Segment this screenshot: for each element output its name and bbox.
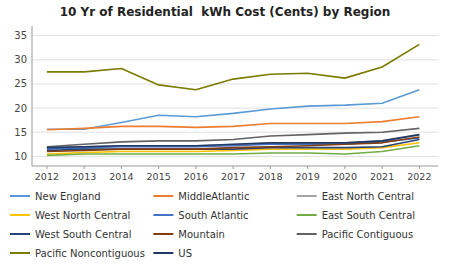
grid-line xyxy=(32,59,438,60)
y-tick-label: 20 xyxy=(14,103,27,114)
grid-line xyxy=(32,83,438,84)
x-tick xyxy=(158,166,159,169)
x-axis-line xyxy=(32,166,438,167)
grid xyxy=(32,36,438,157)
legend-swatch xyxy=(10,252,30,254)
grid-line xyxy=(32,156,438,157)
grid-line xyxy=(32,108,438,109)
series-line xyxy=(47,128,419,146)
x-tick-label: 2021 xyxy=(370,171,394,182)
y-tick-label: 35 xyxy=(14,30,27,41)
x-tick-label: 2017 xyxy=(221,171,245,182)
x-tick-label: 2014 xyxy=(109,171,133,182)
x-tick xyxy=(307,166,308,169)
x-tick xyxy=(233,166,234,169)
series-line xyxy=(47,90,419,130)
y-tick-label: 10 xyxy=(14,151,27,162)
legend-label: Mountain xyxy=(178,229,225,240)
x-tick-label: 2016 xyxy=(184,171,208,182)
legend-label: US xyxy=(178,248,192,259)
x-tick-label: 2015 xyxy=(147,171,171,182)
legend-swatch xyxy=(10,214,30,216)
lines xyxy=(47,44,419,155)
legend-swatch xyxy=(153,214,173,216)
legend-label: MiddleAtlantic xyxy=(178,191,249,202)
x-tick-label: 2012 xyxy=(35,171,59,182)
legend: New England MiddleAtlantic East North Cent… xyxy=(10,191,415,259)
legend-swatch xyxy=(153,233,173,235)
x-tick-label: 2019 xyxy=(296,171,320,182)
x-tick-label: 2020 xyxy=(333,171,357,182)
x-tick xyxy=(270,166,271,169)
legend-swatch xyxy=(153,195,173,197)
series-line xyxy=(47,44,419,89)
grid-line xyxy=(32,35,438,36)
legend-swatch xyxy=(153,252,173,254)
x-tick-label: 2013 xyxy=(72,171,96,182)
y-tick-label: 30 xyxy=(14,54,27,65)
legend-label: New England xyxy=(35,191,101,202)
legend-label: West South Central xyxy=(35,229,131,240)
x-tick xyxy=(344,166,345,169)
legend-swatch xyxy=(297,195,317,197)
x-tick xyxy=(382,166,383,169)
x-tick xyxy=(121,166,122,169)
y-tick-label: 25 xyxy=(14,78,27,89)
x-tick xyxy=(195,166,196,169)
title: 10 Yr of Residential kWh Cost (Cents) by… xyxy=(60,5,391,19)
legend-label: West North Central xyxy=(35,210,130,221)
legend-swatch xyxy=(10,195,30,197)
x-tick xyxy=(46,166,47,169)
series-line xyxy=(47,117,419,130)
series-line xyxy=(47,135,419,148)
y-tick-label: 15 xyxy=(14,127,27,138)
legend-label: Pacific Contiguous xyxy=(322,229,413,240)
x-tick xyxy=(419,166,420,169)
legend-swatch xyxy=(10,233,30,235)
legend-label: South Atlantic xyxy=(178,210,248,221)
legend-swatch xyxy=(297,214,317,216)
y-axis-line xyxy=(32,26,33,166)
x-tick-label: 2022 xyxy=(407,171,431,182)
legend-label: Pacific Noncontiguous xyxy=(35,248,145,259)
x-tick-label: 2018 xyxy=(258,171,282,182)
x-tick xyxy=(84,166,85,169)
legend-label: East South Central xyxy=(322,210,415,221)
legend-swatch xyxy=(297,233,317,235)
legend-label: East North Central xyxy=(322,191,414,202)
chart: 10 Yr of Residential kWh Cost (Cents) by… xyxy=(0,0,450,270)
